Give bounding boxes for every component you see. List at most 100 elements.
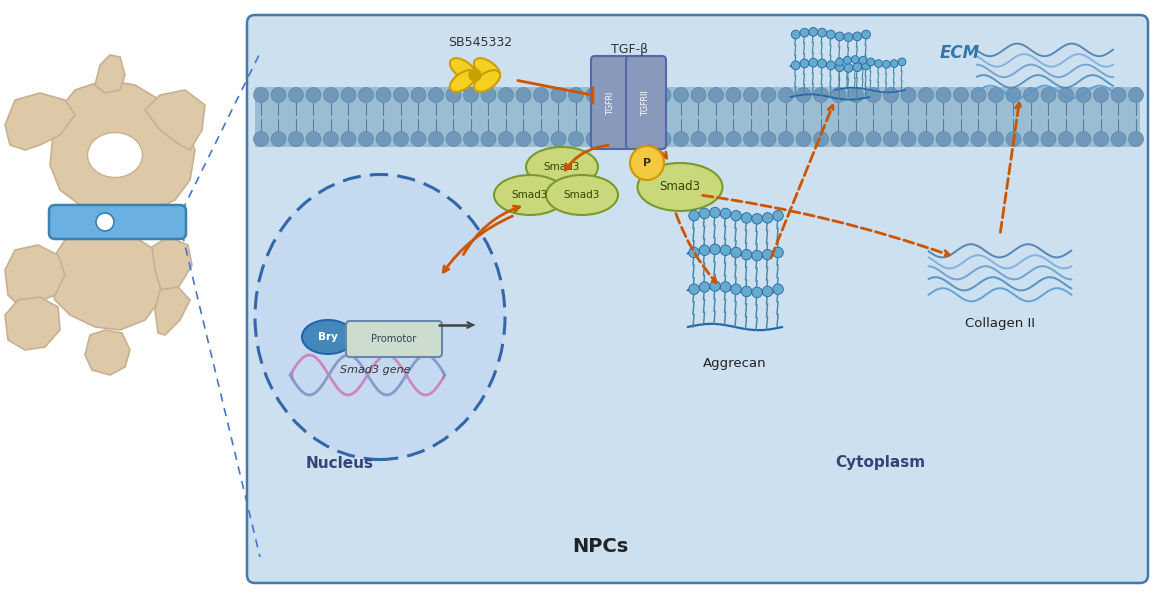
Circle shape <box>306 88 321 102</box>
Polygon shape <box>155 287 190 335</box>
Text: SB545332: SB545332 <box>448 36 512 50</box>
Circle shape <box>699 282 710 292</box>
Circle shape <box>674 131 689 146</box>
Ellipse shape <box>546 175 618 215</box>
Circle shape <box>393 131 408 146</box>
Circle shape <box>853 63 862 71</box>
Circle shape <box>1076 88 1092 102</box>
Circle shape <box>741 249 752 260</box>
Circle shape <box>813 88 828 102</box>
Circle shape <box>709 88 724 102</box>
Text: Collagen II: Collagen II <box>965 316 1035 330</box>
Circle shape <box>826 30 835 39</box>
Circle shape <box>271 131 287 146</box>
Circle shape <box>791 30 800 39</box>
Circle shape <box>796 88 811 102</box>
Ellipse shape <box>450 70 476 92</box>
Circle shape <box>860 56 867 64</box>
Circle shape <box>376 131 391 146</box>
Circle shape <box>971 131 986 146</box>
Circle shape <box>752 250 762 261</box>
Circle shape <box>731 247 741 258</box>
Polygon shape <box>95 55 125 93</box>
Ellipse shape <box>474 70 500 92</box>
Text: Aggrecan: Aggrecan <box>703 356 767 370</box>
Circle shape <box>800 28 809 37</box>
Circle shape <box>689 247 699 258</box>
Circle shape <box>1023 131 1038 146</box>
Circle shape <box>726 88 741 102</box>
Circle shape <box>862 61 870 70</box>
Circle shape <box>621 88 636 102</box>
Circle shape <box>848 88 863 102</box>
Circle shape <box>818 28 826 37</box>
Circle shape <box>831 131 846 146</box>
Circle shape <box>890 60 898 68</box>
Polygon shape <box>152 237 193 300</box>
Circle shape <box>469 69 481 81</box>
Circle shape <box>762 286 773 296</box>
Circle shape <box>898 58 906 66</box>
Circle shape <box>481 131 496 146</box>
Ellipse shape <box>625 67 651 87</box>
Circle shape <box>731 211 741 221</box>
Circle shape <box>324 88 339 102</box>
Polygon shape <box>50 80 195 215</box>
Circle shape <box>726 131 741 146</box>
Circle shape <box>621 131 636 146</box>
Circle shape <box>1041 88 1056 102</box>
Ellipse shape <box>450 58 476 80</box>
Circle shape <box>630 146 664 180</box>
FancyBboxPatch shape <box>590 56 631 149</box>
Polygon shape <box>5 93 75 150</box>
Text: Smad3: Smad3 <box>512 190 549 200</box>
Circle shape <box>516 88 531 102</box>
Ellipse shape <box>494 175 566 215</box>
Circle shape <box>778 131 793 146</box>
Circle shape <box>699 208 710 219</box>
Circle shape <box>376 88 391 102</box>
Circle shape <box>709 131 724 146</box>
Polygon shape <box>5 297 60 350</box>
Circle shape <box>1129 88 1144 102</box>
Circle shape <box>586 88 601 102</box>
Circle shape <box>954 131 969 146</box>
Circle shape <box>254 131 268 146</box>
Circle shape <box>988 88 1003 102</box>
Circle shape <box>720 282 731 292</box>
Circle shape <box>744 131 759 146</box>
Circle shape <box>884 131 899 146</box>
Circle shape <box>534 131 549 146</box>
Circle shape <box>254 88 268 102</box>
Circle shape <box>1023 88 1038 102</box>
Circle shape <box>710 208 720 218</box>
Ellipse shape <box>610 70 640 96</box>
Text: TGFRI: TGFRI <box>607 91 616 114</box>
FancyBboxPatch shape <box>247 15 1148 583</box>
Circle shape <box>901 88 916 102</box>
Polygon shape <box>5 245 65 305</box>
Circle shape <box>710 281 720 291</box>
Ellipse shape <box>302 320 354 354</box>
Circle shape <box>1111 131 1126 146</box>
FancyBboxPatch shape <box>626 56 666 149</box>
Circle shape <box>835 63 844 71</box>
Text: Smad3: Smad3 <box>564 190 600 200</box>
Circle shape <box>568 131 583 146</box>
Circle shape <box>919 88 934 102</box>
Circle shape <box>844 33 853 42</box>
Circle shape <box>762 249 773 260</box>
Circle shape <box>428 131 443 146</box>
Circle shape <box>875 60 883 68</box>
Circle shape <box>741 213 752 223</box>
Circle shape <box>1129 131 1144 146</box>
Circle shape <box>603 88 618 102</box>
Circle shape <box>844 64 853 73</box>
Circle shape <box>919 131 934 146</box>
Circle shape <box>341 131 356 146</box>
Ellipse shape <box>255 174 505 460</box>
Circle shape <box>752 214 762 224</box>
Circle shape <box>96 213 114 231</box>
Circle shape <box>464 131 478 146</box>
Circle shape <box>843 56 851 64</box>
